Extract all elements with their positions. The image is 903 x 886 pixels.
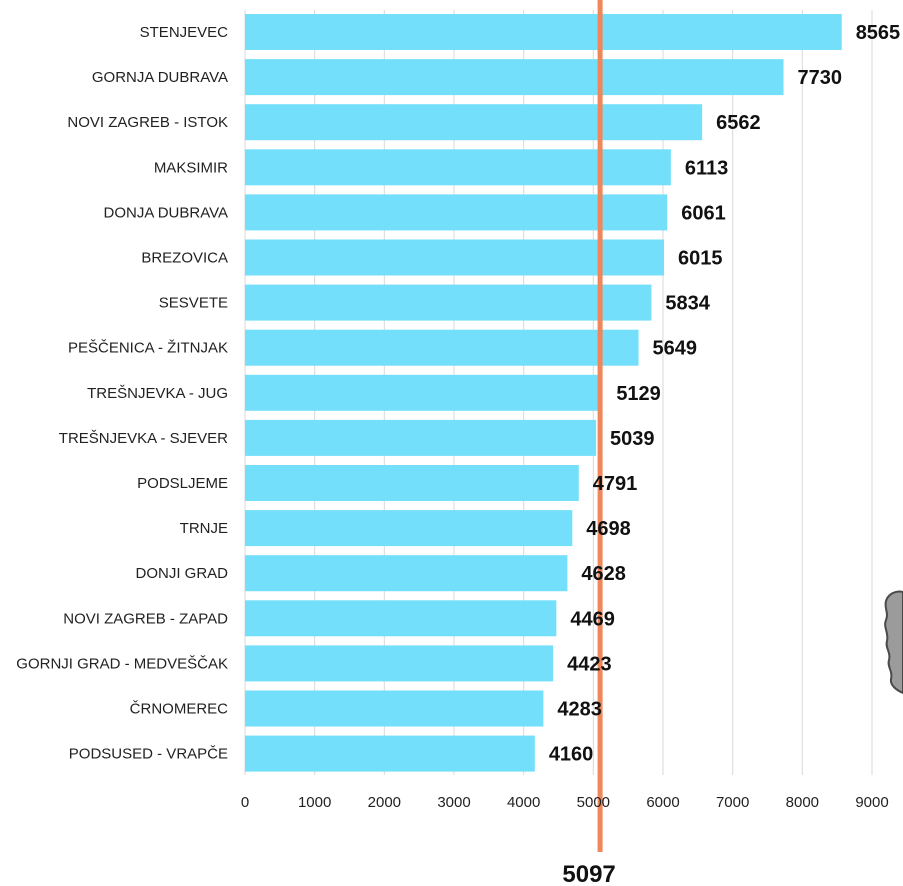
category-label: SESVETE [159, 295, 228, 312]
bar [245, 735, 535, 772]
data-label: 5129 [616, 383, 661, 405]
category-label: PODSUSED - VRAPČE [69, 746, 228, 763]
data-label: 4423 [567, 653, 612, 675]
data-label: 6562 [716, 112, 761, 134]
x-tick-label: 3000 [437, 794, 470, 811]
x-tick-label: 2000 [368, 794, 401, 811]
data-label: 4628 [581, 563, 626, 585]
bar [245, 329, 639, 366]
data-label: 5039 [610, 428, 655, 450]
x-tick-label: 1000 [298, 794, 331, 811]
data-label: 4469 [570, 608, 615, 630]
x-tick-label: 5000 [577, 794, 610, 811]
category-label: BREZOVICA [141, 250, 228, 267]
category-label: PEŠČENICA - ŽITNJAK [68, 340, 228, 357]
bar [245, 465, 579, 501]
bar [245, 690, 544, 727]
category-label: TRNJE [180, 520, 228, 537]
data-label: 4283 [557, 699, 602, 721]
bar [245, 14, 842, 50]
bar [245, 374, 603, 411]
bar [245, 284, 652, 321]
data-label: 5649 [653, 338, 698, 360]
map-silhouette [884, 590, 903, 695]
data-label: 6015 [678, 248, 723, 270]
category-label: DONJI GRAD [135, 565, 228, 582]
data-label: 6061 [681, 202, 726, 224]
x-tick-label: 8000 [786, 794, 819, 811]
category-label: TREŠNJEVKA - JUG [87, 385, 228, 402]
category-label: NOVI ZAGREB - ZAPAD [63, 610, 228, 627]
category-label: NOVI ZAGREB - ISTOK [67, 114, 228, 131]
x-tick-label: 6000 [646, 794, 679, 811]
category-label: GORNJA DUBRAVA [92, 69, 228, 86]
category-label: TREŠNJEVKA - SJEVER [59, 430, 228, 447]
bar [245, 104, 703, 141]
bar [245, 194, 668, 231]
data-label: 6113 [685, 157, 728, 179]
x-axis-tick-labels: 0 1000 2000 3000 4000 5000 6000 7000 8000 9000 [241, 794, 889, 811]
category-label: GORNJI GRAD - MEDVEŠČAK [16, 655, 228, 672]
bar [245, 149, 671, 186]
bar [245, 645, 554, 682]
bar [245, 239, 665, 276]
x-tick-label: 4000 [507, 794, 540, 811]
data-label: 8565 [856, 22, 901, 44]
bars [245, 14, 842, 772]
data-label: 4791 [593, 473, 638, 495]
bar [245, 510, 573, 547]
x-tick-label: 7000 [716, 794, 749, 811]
data-label: 4160 [549, 744, 594, 766]
data-label: 4698 [586, 518, 631, 540]
map-silhouette-icon [884, 590, 903, 695]
bar [245, 419, 597, 456]
bar [245, 600, 557, 637]
category-label: MAKSIMIR [154, 159, 228, 176]
category-labels: STENJEVEC GORNJA DUBRAVA NOVI ZAGREB - IST… [16, 24, 228, 763]
x-tick-label: 9000 [855, 794, 888, 811]
data-label: 7730 [798, 67, 843, 89]
category-label: PODSLJEME [137, 475, 228, 492]
data-labels: 8565 7730 6562 6113 6061 6015 5834 5649 5129 5039… [549, 22, 900, 766]
bar [245, 59, 784, 96]
category-label: STENJEVEC [140, 24, 229, 41]
x-tick-label: 0 [241, 794, 249, 811]
reference-line-label: 5097 [562, 861, 615, 886]
category-label: DONJA DUBRAVA [104, 204, 228, 221]
category-label: ČRNOMEREC [130, 701, 229, 718]
data-label: 5834 [665, 293, 710, 315]
bar [245, 555, 568, 592]
